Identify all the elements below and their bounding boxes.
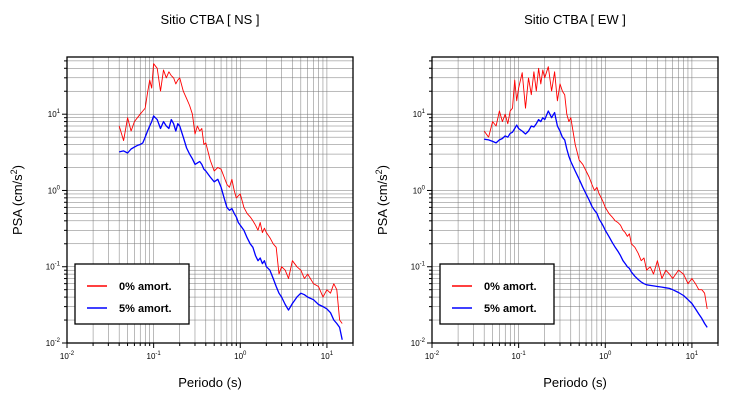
chart-0-series-1 <box>119 115 343 340</box>
chart-0-legend-label-1: 5% amort. <box>119 303 172 315</box>
chart-1-legend: 0% amort. 5% amort. <box>439 263 555 325</box>
chart-1-ticks <box>427 60 719 348</box>
chart-1-ytick-label: 101 <box>413 109 426 119</box>
chart-0: Sitio CTBA [ NS ] 10-2 10-1 100 101 10-2 10-1 1… <box>9 12 354 390</box>
chart-0-ticks <box>62 60 354 348</box>
chart-1-ytick-label: 10-2 <box>411 338 426 348</box>
chart-0-legend: 0% amort. 5% amort. <box>74 263 190 325</box>
chart-0-xtick-label: 101 <box>321 351 334 361</box>
chart-1-xtick-label: 100 <box>599 351 612 361</box>
chart-0-grid <box>66 57 354 344</box>
chart-0-xlabel: Periodo (s) <box>178 375 242 390</box>
chart-0-plot-frame <box>66 56 354 344</box>
chart-0-legend-label-0: 0% amort. <box>119 281 172 293</box>
chart-1-ytick-label: 100 <box>413 185 426 195</box>
chart-0-legend-box <box>74 263 190 325</box>
chart-0-xtick-label: 100 <box>234 351 247 361</box>
chart-0-xtick-label: 10-2 <box>60 351 75 361</box>
chart-1-series-0 <box>483 66 708 309</box>
chart-1-legend-label-1: 5% amort. <box>484 303 537 315</box>
chart-0-title: Sitio CTBA [ NS ] <box>161 12 260 27</box>
chart-1-xtick-label: 10-2 <box>425 351 440 361</box>
chart-1-xtick-label: 10-1 <box>512 351 527 361</box>
chart-1: Sitio CTBA [ EW ] 10-2 10-1 100 101 10-2 10-1 1… <box>374 12 719 390</box>
chart-1-series-1 <box>484 110 708 328</box>
chart-1-plot-frame <box>431 56 719 344</box>
chart-1-legend-label-0: 0% amort. <box>484 281 537 293</box>
chart-0-ytick-label: 10-2 <box>46 338 61 348</box>
chart-0-ylabel: PSA (cm/s2) <box>9 165 25 235</box>
chart-1-xtick-label: 101 <box>686 351 699 361</box>
chart-0-series-0 <box>118 63 343 324</box>
chart-0-ytick-label: 100 <box>48 185 61 195</box>
chart-0-ytick-label: 101 <box>48 109 61 119</box>
chart-1-xlabel: Periodo (s) <box>543 375 607 390</box>
chart-1-title: Sitio CTBA [ EW ] <box>524 12 626 27</box>
chart-0-ytick-label: 10-1 <box>46 262 61 272</box>
chart-1-ytick-label: 10-1 <box>411 262 426 272</box>
chart-1-legend-box <box>439 263 555 325</box>
chart-0-xtick-label: 10-1 <box>147 351 162 361</box>
chart-1-ylabel: PSA (cm/s2) <box>374 165 390 235</box>
